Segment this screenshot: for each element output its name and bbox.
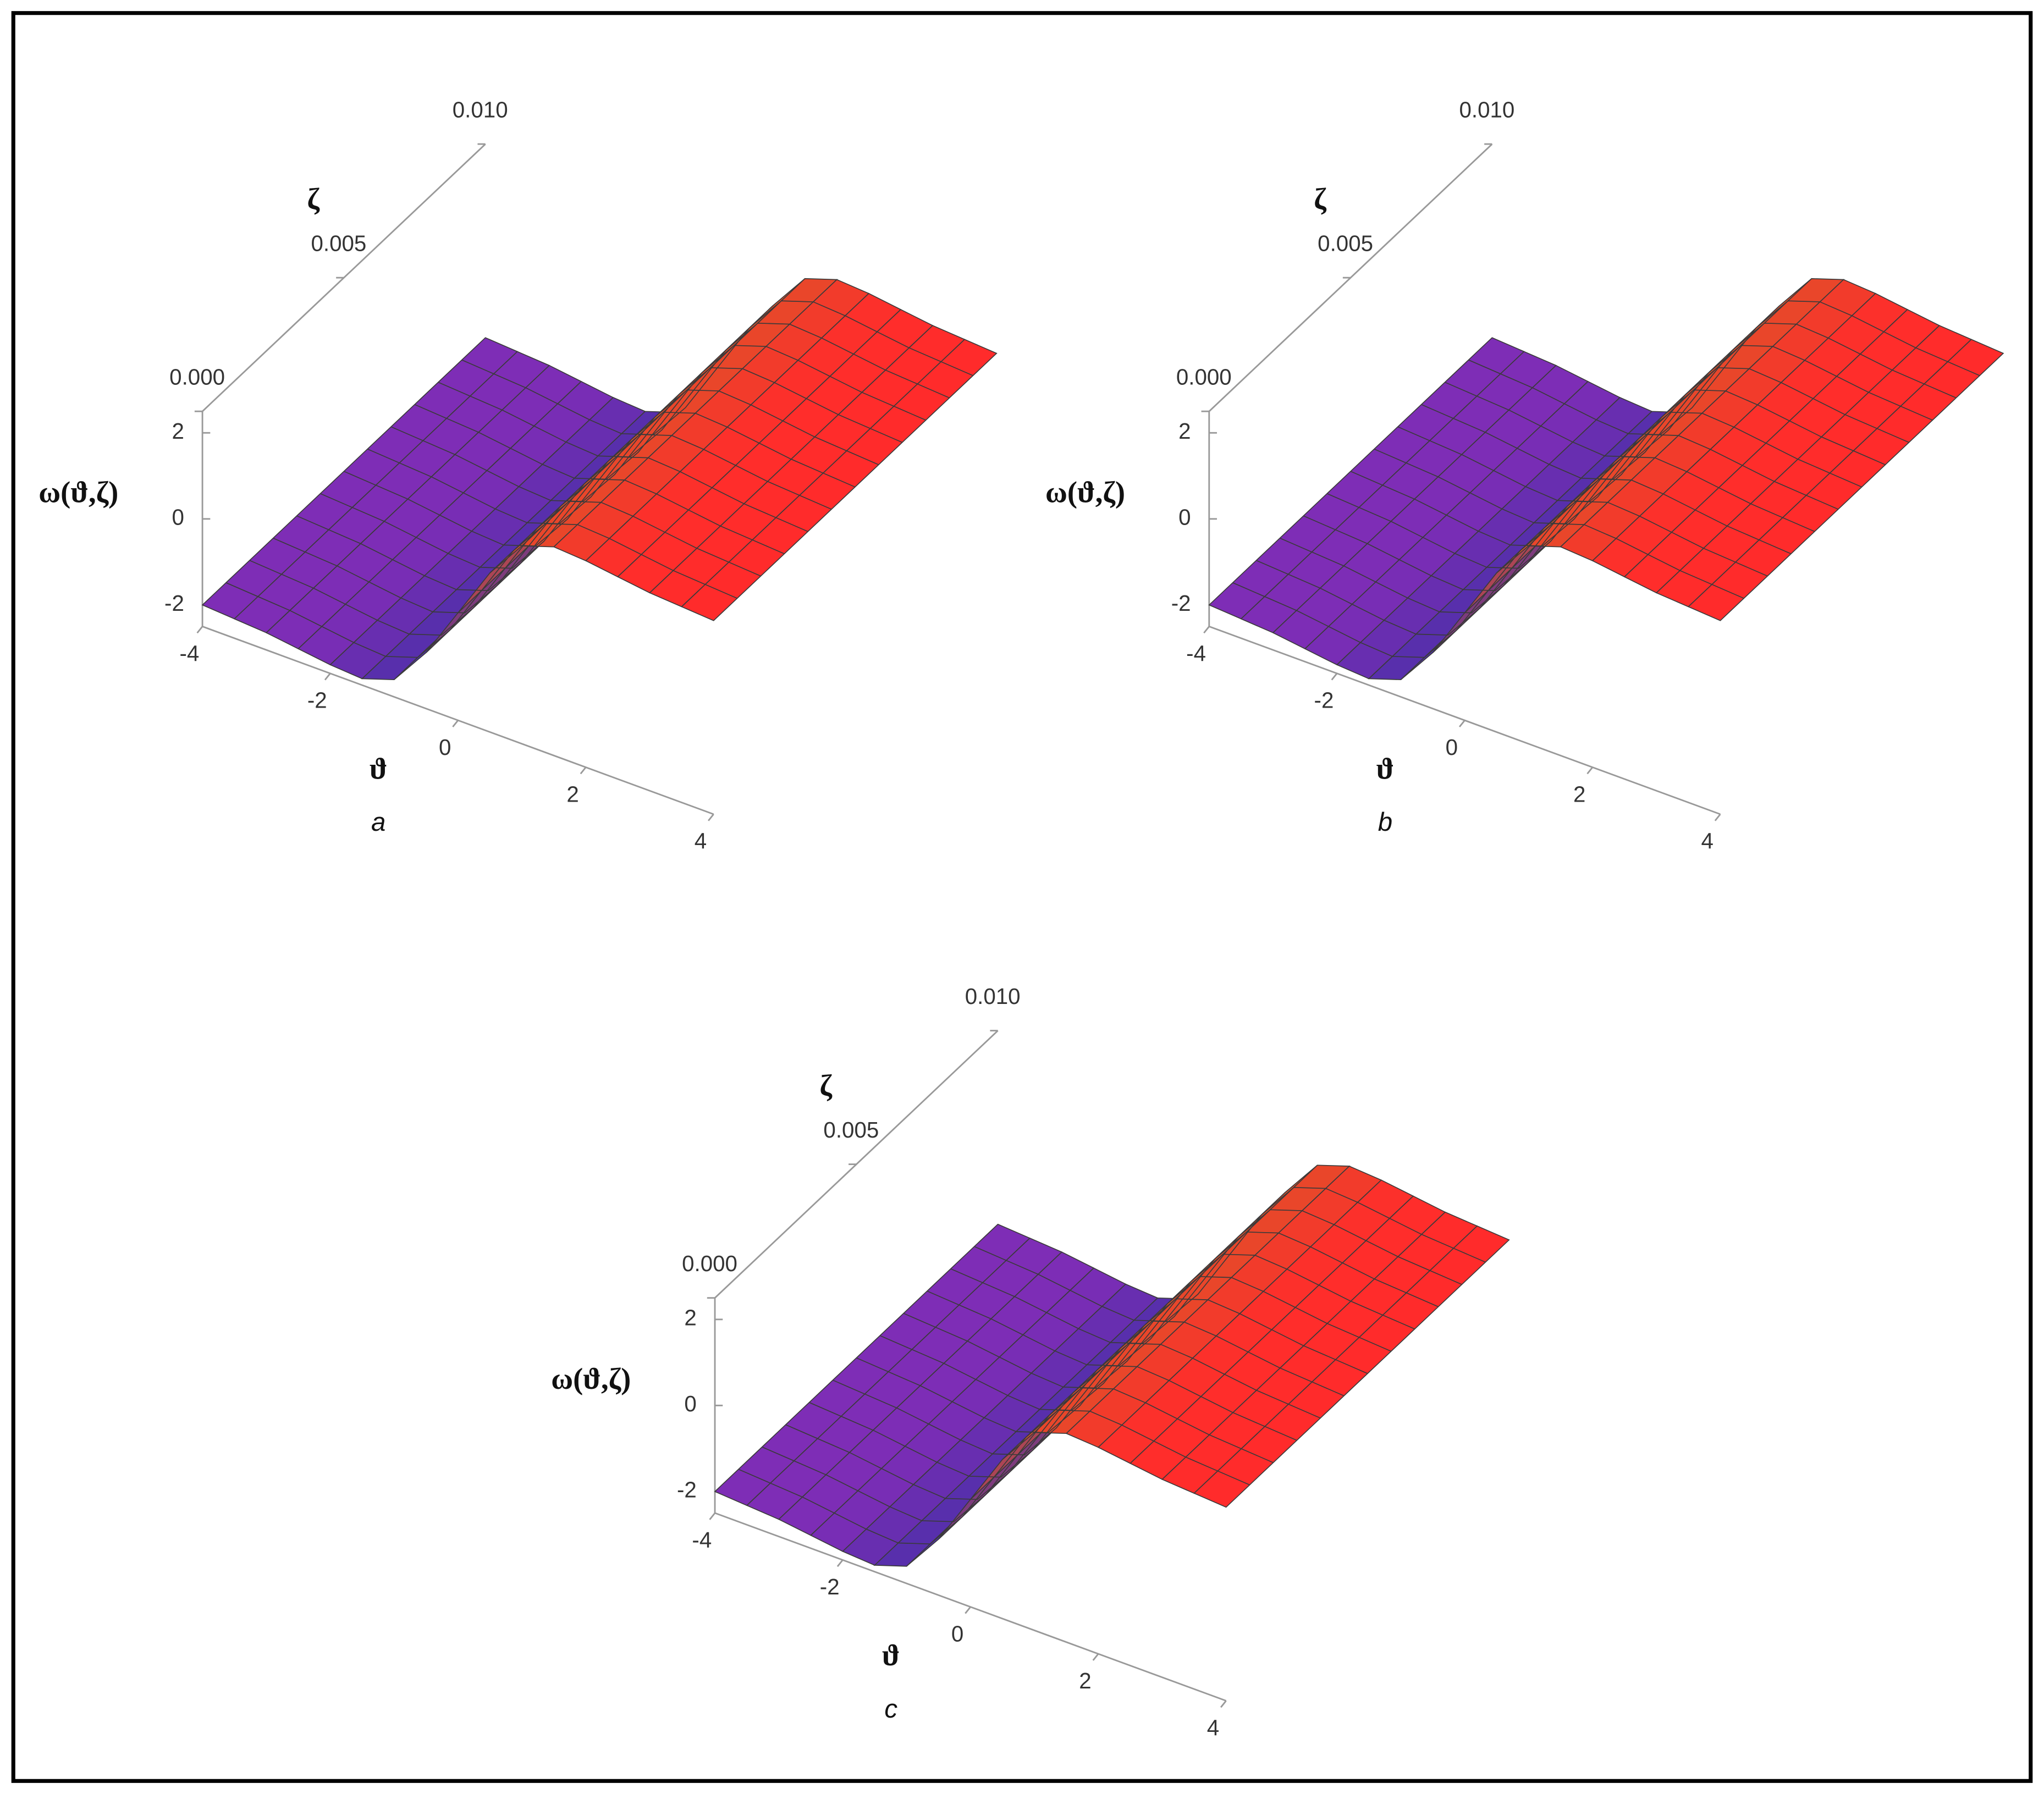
x-tick-label: -2 xyxy=(820,1575,840,1599)
z-tick-label: 2 xyxy=(1178,419,1191,444)
z-axis-label: ω(ϑ,ζ) xyxy=(551,1362,631,1395)
x-tick xyxy=(1714,814,1721,821)
mesh-line xyxy=(461,300,973,435)
x-tick xyxy=(452,720,459,727)
x-axis-label: ϑ xyxy=(1376,752,1395,785)
caption: a xyxy=(371,808,385,837)
x-tick xyxy=(196,626,203,634)
mesh-line xyxy=(1421,345,1933,480)
x-tick xyxy=(1203,626,1210,634)
x-tick-label: 4 xyxy=(1207,1715,1219,1740)
x-tick xyxy=(1092,1653,1099,1661)
y-tick-label: 0.000 xyxy=(1176,365,1232,390)
z-tick-label: -2 xyxy=(677,1477,697,1502)
y-tick-label: 0.010 xyxy=(1459,97,1514,122)
x-tick xyxy=(708,814,714,821)
x-axis-label: ϑ xyxy=(882,1638,900,1672)
z-axis-label: ω(ϑ,ζ) xyxy=(1045,476,1125,509)
y-tick-label: 0.010 xyxy=(453,97,508,122)
frame xyxy=(11,11,2033,1783)
x-tick-label: 4 xyxy=(695,829,707,854)
x-tick-label: 0 xyxy=(439,735,451,760)
caption: c xyxy=(884,1694,897,1724)
x-tick-label: 2 xyxy=(1573,782,1585,807)
y-tick-label: 0.000 xyxy=(682,1251,737,1276)
x-tick-label: 0 xyxy=(951,1622,963,1647)
z-tick-label: -2 xyxy=(164,591,184,616)
surface-plot: -4 -2 0 2 4 0.000 0.005 0.010 -2 0 2 ζ ω(ϑ,ζ) ϑb xyxy=(1045,97,2004,854)
x-tick xyxy=(709,1513,716,1520)
x-tick xyxy=(1331,672,1338,681)
x-tick-label: -4 xyxy=(692,1528,712,1553)
mesh-line xyxy=(438,322,950,457)
y-tick-label: 0.005 xyxy=(1318,231,1373,256)
y-axis-label: ζ xyxy=(1314,182,1327,216)
mesh-line xyxy=(974,1186,1486,1322)
y-tick-label: 0.005 xyxy=(311,231,366,256)
x-tick xyxy=(965,1606,971,1614)
caption: b xyxy=(1378,808,1392,837)
x-tick-label: 4 xyxy=(1701,829,1713,854)
y-tick-label: 0.000 xyxy=(169,365,225,390)
x-tick xyxy=(1586,766,1594,775)
x-axis-label: ϑ xyxy=(370,752,388,785)
z-tick-label: 0 xyxy=(684,1392,696,1416)
surface-plot: -4 -2 0 2 4 0.000 0.005 0.010 -2 0 2 ζ ω(ϑ,ζ) ϑc xyxy=(551,984,1510,1740)
x-tick-label: -2 xyxy=(307,688,327,713)
z-tick-label: 0 xyxy=(172,505,184,529)
x-tick xyxy=(836,1559,844,1567)
x-tick-label: -4 xyxy=(1186,641,1206,666)
x-tick-label: -4 xyxy=(179,641,199,666)
x-tick xyxy=(580,766,587,775)
y-tick-label: 0.005 xyxy=(823,1118,879,1142)
z-tick-label: 2 xyxy=(684,1305,696,1330)
x-tick-label: 2 xyxy=(1079,1669,1091,1693)
mesh-line xyxy=(950,1209,1462,1344)
mesh-line xyxy=(414,345,926,480)
x-tick xyxy=(324,672,331,681)
y-tick-label: 0.010 xyxy=(965,984,1021,1009)
mesh-line xyxy=(1468,300,1980,435)
x-tick-label: 0 xyxy=(1446,735,1458,760)
z-tick-label: 2 xyxy=(172,419,184,444)
surface-plot: -4 -2 0 2 4 0.000 0.005 0.010 -2 0 2 ζ ω(ϑ,ζ) ϑa xyxy=(38,97,998,854)
x-tick-label: 2 xyxy=(566,782,579,807)
mesh-line xyxy=(1445,322,1957,457)
x-tick xyxy=(1458,720,1465,727)
z-tick-label: -2 xyxy=(1171,591,1191,616)
z-tick-label: 0 xyxy=(1178,505,1191,529)
z-axis-label: ω(ϑ,ζ) xyxy=(38,476,118,509)
y-axis-label: ζ xyxy=(307,182,320,216)
x-tick xyxy=(1220,1700,1227,1708)
mesh-line xyxy=(927,1231,1439,1366)
y-axis-label: ζ xyxy=(819,1069,833,1102)
x-tick-label: -2 xyxy=(1314,688,1334,713)
